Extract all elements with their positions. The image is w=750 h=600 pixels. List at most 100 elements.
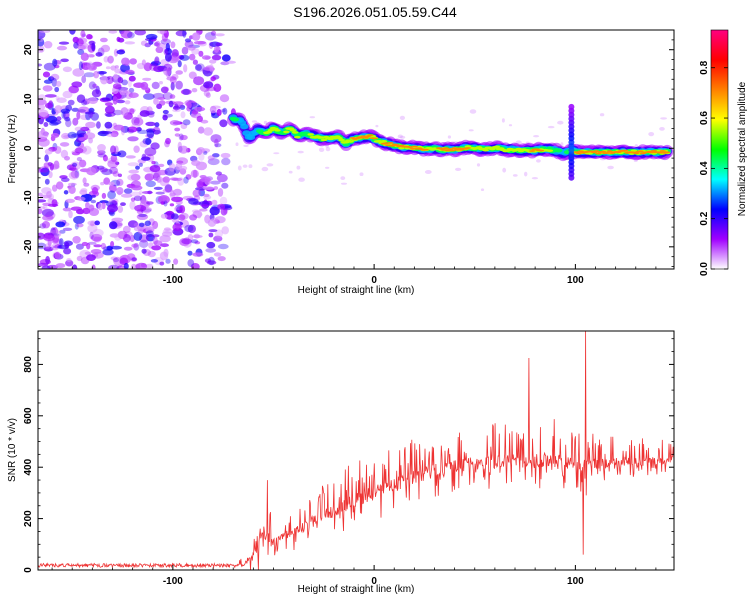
snr-y-tick-label: 400 (23, 458, 34, 475)
spectrogram-noise-cell (128, 87, 135, 93)
spectrogram-faint-cell (455, 167, 462, 171)
spectrogram-y-tick-label: 10 (23, 93, 34, 105)
spectrogram-track-cell (422, 148, 429, 151)
spectrogram-noise-cell (45, 102, 53, 109)
spectrogram-faint-cell (480, 188, 485, 191)
spectrogram-noise-cell (103, 177, 111, 185)
spectrogram-noise-cell (136, 62, 146, 70)
spectrogram-noise-cell (163, 227, 171, 231)
spectrogram-noise-cell (63, 134, 75, 139)
snr-y-tick-label: 0 (23, 567, 34, 573)
spectrogram-noise-cell (206, 86, 217, 92)
spectrogram-noise-cell (75, 243, 84, 250)
spectrogram-noise-cell (68, 167, 78, 171)
spectrogram-noise-cell (108, 181, 115, 186)
spectrogram-noise-cell (196, 147, 205, 154)
spectrogram-noise-cell (93, 244, 102, 248)
spectrogram-noise-cell (149, 63, 158, 71)
spectrogram-noise-cell (191, 160, 201, 166)
spectrogram-noise-cell (38, 168, 44, 173)
spectrogram-noise-cell (206, 241, 216, 249)
spectrogram-noise-cell (159, 261, 165, 266)
colorbar-ticks: 0.0 0.2 0.4 0.6 0.8 (699, 60, 728, 276)
spectrogram-noise-cell (129, 58, 137, 65)
spectrogram-faint-cell (399, 115, 405, 120)
spectrogram-noise-cell (187, 224, 196, 234)
spectrogram-noise-cell (68, 210, 73, 219)
spectrogram-noise-cell (159, 251, 169, 261)
spectrogram-noise-cell (47, 203, 59, 207)
spectrogram-noise-cell (145, 230, 154, 238)
spectrogram-noise-cell (38, 138, 50, 147)
spectrogram-noise-cell (38, 199, 47, 203)
spectrogram-noise-cell (100, 37, 108, 43)
spectrogram-noise-cell (38, 232, 45, 240)
spectrogram-noise-cell (74, 170, 80, 179)
spectrogram-noise-cell (169, 94, 176, 99)
snr-series-line (38, 331, 674, 570)
spectrogram-faint-cell (533, 135, 540, 138)
spectrogram-noise-cell (159, 196, 168, 202)
spectrogram-noise-cell (221, 108, 226, 113)
spectrogram-noise-cell (153, 65, 165, 73)
spectrogram-noise-cell (68, 171, 80, 180)
spectrogram-noise-cell (182, 119, 191, 126)
spectrogram-noise-cell (124, 91, 133, 99)
spectrogram-noise-cell (143, 62, 152, 72)
spectrogram-faint-cell (325, 166, 330, 169)
spectrogram-noise-cell (100, 242, 106, 250)
spectrogram-noise-cell (121, 79, 128, 86)
spectrogram-noise-cell (71, 264, 78, 269)
spectrogram-noise-cell (68, 185, 76, 194)
spectrogram-track-cell (338, 138, 346, 142)
spectrogram-track-cell (380, 140, 388, 143)
spectrogram-faint-cell (648, 132, 655, 137)
spectrogram-noise-cell (41, 187, 52, 195)
spectrogram-noise-cell (107, 55, 114, 64)
spectrogram-faint-cell (242, 164, 248, 168)
spectrogram-noise-cell (124, 41, 136, 45)
spectrogram-noise-cell (164, 184, 173, 193)
spectrogram-noise-cell (101, 192, 107, 199)
spectrogram-noise-cell (134, 204, 147, 212)
spectrogram-noise-cell (146, 129, 155, 139)
spectrogram-noise-cell (116, 99, 125, 104)
spectrogram-noise-cell (153, 240, 163, 246)
spectrogram-faint-cell (399, 135, 406, 139)
spectrogram-noise-cell (56, 45, 68, 51)
spectrogram-noise-cell (56, 97, 67, 103)
spectrogram-noise-cell (166, 76, 177, 81)
spectrogram-noise-cell (198, 153, 205, 161)
spectrogram-noise-cell (84, 251, 91, 255)
spectrogram-noise-cell (67, 99, 75, 106)
spectrogram-noise-cell (177, 60, 182, 68)
spectrogram-noise-cell (43, 122, 49, 127)
spectrogram-noise-cell (66, 258, 72, 262)
spectrogram-noise-cell (61, 111, 66, 119)
spectrogram-noise-cell (141, 59, 146, 66)
spectrogram-noise-cell (169, 120, 181, 126)
spectrogram-noise-cell (127, 126, 138, 133)
spectrogram-noise-cell (102, 249, 114, 256)
spectrogram-noise-cell (115, 161, 120, 165)
spectrogram-track-cell (633, 152, 640, 155)
spectrogram-noise-cell (95, 52, 103, 57)
spectrogram-noise-cell (74, 126, 85, 132)
spectrogram-noise-cell (90, 112, 99, 121)
spectrogram-noise-cell (155, 40, 161, 48)
spectrogram-faint-cell (531, 177, 539, 180)
spectrogram-noise-cell (171, 196, 184, 202)
spectrogram-y-tick-label: 0 (23, 145, 34, 151)
spectrogram-noise-cell (38, 99, 47, 106)
spectrogram-noise-cell (194, 106, 206, 112)
spectrogram-noise-cell (210, 76, 216, 82)
spectrogram-faint-cell (263, 120, 268, 125)
spectrogram-track-cell (442, 147, 449, 150)
spectrogram-noise-cell (122, 234, 131, 243)
spectrogram-noise-cell (211, 199, 218, 206)
spectrogram-noise-cell (187, 45, 196, 51)
spectrogram-noise-cell (171, 177, 183, 182)
spectrogram-noise-cell (55, 80, 62, 87)
spectrogram-noise-cell (77, 44, 87, 50)
spectrogram-noise-cell (137, 229, 144, 235)
